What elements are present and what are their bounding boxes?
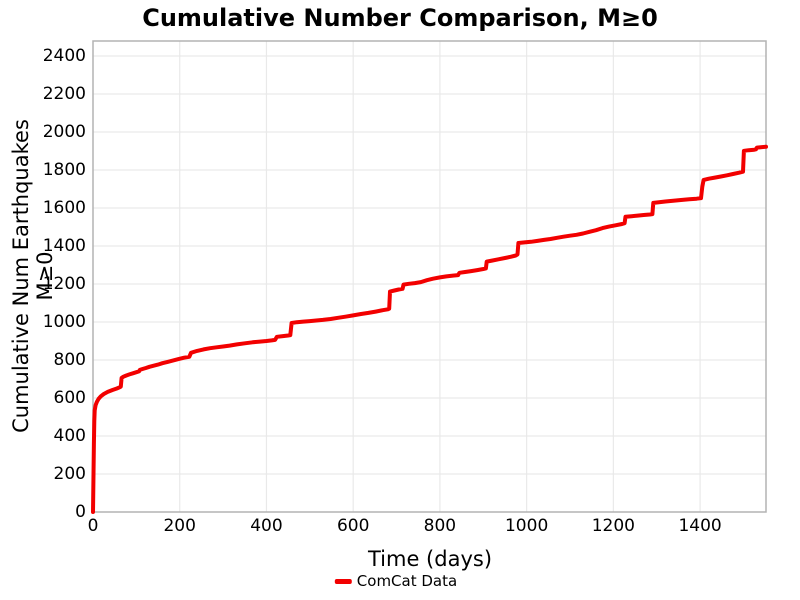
x-tick-label: 200 bbox=[163, 516, 196, 536]
y-tick-label: 1400 bbox=[42, 236, 86, 256]
y-tick-label: 1600 bbox=[42, 198, 86, 218]
x-tick-label: 800 bbox=[423, 516, 457, 536]
x-tick-label: 400 bbox=[250, 516, 283, 536]
y-tick-label: 400 bbox=[53, 426, 86, 446]
x-tick-label: 600 bbox=[336, 516, 370, 536]
y-tick-label: 1200 bbox=[42, 274, 86, 294]
legend-line-swatch bbox=[334, 578, 352, 584]
plot-frame bbox=[92, 40, 767, 513]
legend-label: ComCat Data bbox=[356, 572, 458, 590]
x-tick-label: 1400 bbox=[678, 516, 722, 536]
chart-title: Cumulative Number Comparison, M≥0 bbox=[142, 4, 658, 32]
y-tick-label: 2400 bbox=[42, 46, 86, 66]
x-tick-label: 1200 bbox=[591, 516, 635, 536]
y-tick-label: 2200 bbox=[42, 84, 86, 104]
x-tick-label: 1000 bbox=[504, 516, 549, 536]
series-line bbox=[91, 144, 768, 514]
y-tick-label: 2000 bbox=[42, 122, 86, 142]
y-tick-label: 0 bbox=[75, 502, 86, 522]
legend: ComCat Data bbox=[334, 572, 458, 590]
y-tick-label: 1800 bbox=[42, 160, 86, 180]
x-axis-label: Time (days) bbox=[367, 547, 493, 571]
y-tick-label: 600 bbox=[53, 388, 86, 408]
x-tick-label: 0 bbox=[87, 516, 99, 536]
y-tick-label: 200 bbox=[53, 464, 86, 484]
y-tick-label: 1000 bbox=[42, 312, 86, 332]
y-tick-label: 800 bbox=[53, 350, 86, 370]
